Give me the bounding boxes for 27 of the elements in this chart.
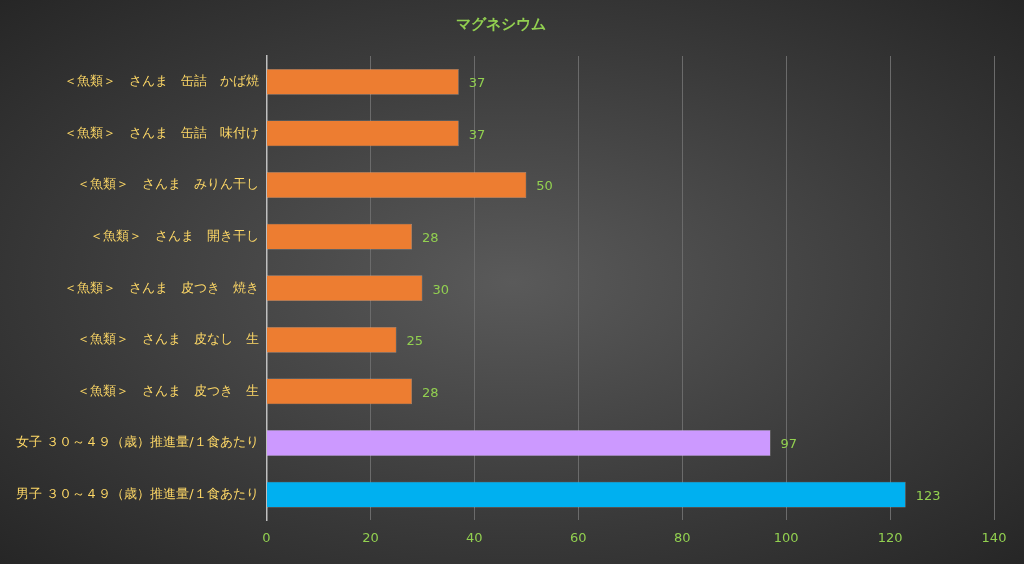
x-tick-label: 120 [877,529,903,545]
data-label: 97 [780,436,798,452]
x-tick-label: 100 [773,529,799,545]
x-tick-label: 140 [981,529,1007,545]
y-tick-label: 男子 ３０～４９（歳）推進量/１食あたり [16,485,259,501]
data-label: 37 [468,75,486,91]
x-tick-label: 0 [262,529,271,545]
x-tick-label: 20 [362,529,379,545]
y-tick-label: ＜魚類＞ さんま 缶詰 かば焼 [63,73,259,89]
y-tick-label: ＜魚類＞ さんま 皮なし 生 [76,331,259,347]
x-tick-label: 80 [673,529,691,545]
x-tick-label: 60 [570,529,587,545]
x-tick-label: 40 [466,529,483,545]
chart-title: マグネシウム [456,14,546,33]
data-label: 28 [422,229,439,245]
data-label: 30 [432,281,449,297]
y-tick-label: ＜魚類＞ さんま 缶詰 味付け [63,124,259,140]
data-label: 50 [536,178,553,194]
y-tick-label: ＜魚類＞ さんま 皮つき 焼き [63,279,259,295]
y-tick-label: 女子 ３０～４９（歳）推進量/１食あたり [16,434,259,450]
data-label: 25 [406,333,423,349]
data-label: 28 [422,384,439,400]
data-label: 123 [915,487,941,503]
y-tick-label: ＜魚類＞ さんま 皮つき 生 [76,382,259,398]
y-tick-label: ＜魚類＞ さんま みりん干し [76,176,259,192]
data-label: 37 [468,126,486,142]
y-tick-label: ＜魚類＞ さんま 開き干し [89,227,259,243]
